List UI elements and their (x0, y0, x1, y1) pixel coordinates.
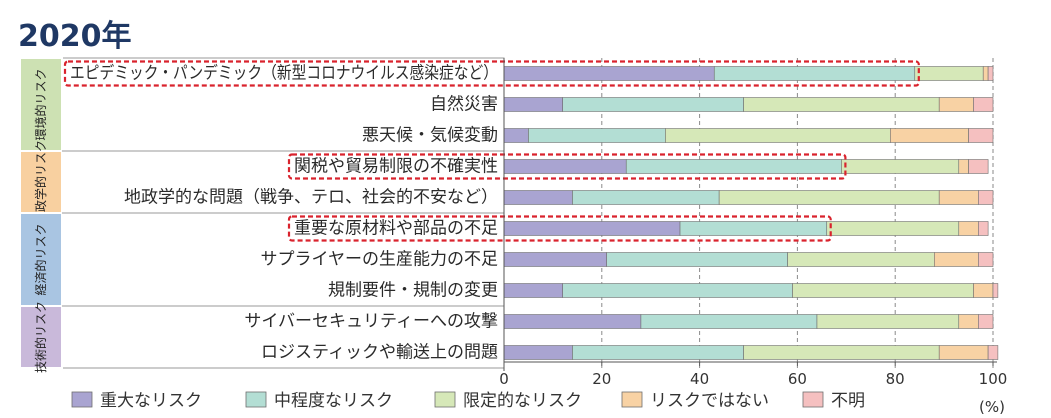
bar-1-0 (503, 97, 563, 112)
x-tick-label-3: 60 (788, 370, 807, 388)
bar-3-4 (968, 159, 989, 174)
highlight-boxes (63, 60, 920, 242)
legend-swatch-1 (245, 391, 267, 408)
group-label-1: 地政学的リスク (33, 140, 48, 224)
row-label-5: 重要な原材料や部品の不足 (294, 219, 498, 239)
bar-8-1 (640, 314, 818, 329)
row-label-6: サプライヤーの生産能力の不足 (261, 250, 499, 270)
group-label-3: 技術的リスク (33, 301, 48, 373)
bar-6-0 (503, 252, 607, 267)
bar-5-3 (958, 221, 979, 236)
legend-swatch-4 (802, 391, 824, 408)
bar-0-1 (713, 66, 916, 81)
row-label-9: ロジスティックや輸送上の問題 (261, 343, 498, 363)
bar-6-1 (606, 252, 788, 267)
bar-7-4 (992, 283, 999, 298)
group-band-1 (19, 150, 63, 214)
bar-1-3 (938, 97, 974, 112)
highlight-box-5 (287, 215, 832, 242)
highlight-box-3 (287, 153, 847, 180)
bar-4-2 (718, 190, 940, 205)
chart-title: 2020年 (18, 19, 132, 54)
bar-3-2 (841, 159, 960, 174)
row-label-1: 自然災害 (430, 95, 498, 115)
legend-label-0: 重大なリスク (100, 391, 202, 411)
bar-4-0 (503, 190, 573, 205)
highlight-box-0 (63, 60, 920, 87)
x-tick-label-2: 40 (690, 370, 709, 388)
bar-2-1 (528, 128, 666, 143)
x-tick-label-1: 20 (592, 370, 611, 388)
legend-label-1: 中程度なリスク (274, 391, 393, 411)
legend-swatch-0 (71, 391, 93, 408)
bar-3-3 (958, 159, 969, 174)
bar-2-4 (968, 128, 994, 143)
bar-4-3 (938, 190, 979, 205)
bar-5-2 (826, 221, 960, 236)
bar-2-2 (665, 128, 891, 143)
legend-swatch-3 (621, 391, 643, 408)
bars (503, 66, 999, 360)
bar-7-1 (562, 283, 793, 298)
group-label-2: 経済的リスク (33, 223, 48, 295)
row-label-0: エピデミック・パンデミック（新型コロナウイルス感染症など） (70, 63, 498, 84)
bar-8-2 (816, 314, 960, 329)
bar-3-1 (625, 159, 842, 174)
bar-9-2 (743, 345, 940, 360)
bar-4-1 (572, 190, 720, 205)
bar-7-0 (503, 283, 563, 298)
bar-0-2 (914, 66, 984, 81)
bar-9-4 (987, 345, 999, 360)
row-label-3: 関税や貿易制限の不確実性 (294, 157, 498, 177)
bar-4-4 (978, 190, 994, 205)
legend-label-2: 限定的なリスク (463, 391, 582, 411)
bar-9-3 (938, 345, 989, 360)
bar-3-0 (503, 159, 627, 174)
bar-8-3 (958, 314, 979, 329)
group-label-0: 環境的リスク (33, 68, 48, 140)
unit-label: (%) (979, 398, 1005, 416)
x-tick-label-0: 0 (499, 370, 509, 388)
row-labels: エピデミック・パンデミック（新型コロナウイルス感染症など） 自然災害悪天候・気候変… (70, 63, 498, 363)
bar-5-4 (978, 221, 989, 236)
bar-1-4 (973, 97, 994, 112)
bar-0-0 (503, 66, 715, 81)
legend-label-3: リスクではない (650, 391, 769, 411)
group-band-3 (19, 305, 63, 369)
x-tick-label-4: 80 (886, 370, 905, 388)
x-tick-label-5: 100 (979, 370, 1008, 388)
legend-label-4: 不明 (831, 391, 865, 411)
bar-5-1 (679, 221, 828, 236)
bar-8-4 (978, 314, 994, 329)
row-label-4: 地政学的な問題（戦争、テロ、社会的不安など） (124, 188, 498, 208)
bar-6-3 (934, 252, 979, 267)
row-label-2: 悪天候・気候変動 (362, 126, 498, 146)
bar-6-2 (787, 252, 935, 267)
legend: 重大なリスク 中程度なリスク 限定的なリスク リスクではない 不明 (%) (71, 391, 1005, 416)
row-label-7: 規制要件・規制の変更 (328, 281, 498, 301)
x-axis: 0 20 40 60 80 100 (499, 58, 1007, 388)
bar-0-3 (982, 66, 989, 81)
bar-1-1 (562, 97, 744, 112)
bar-8-0 (503, 314, 642, 329)
row-label-8: サイバーセキュリティーへの攻撃 (244, 312, 498, 332)
bar-9-0 (503, 345, 573, 360)
bar-1-2 (743, 97, 940, 112)
bar-2-3 (890, 128, 969, 143)
bar-5-0 (503, 221, 681, 236)
bar-0-4 (987, 66, 994, 81)
bar-7-3 (973, 283, 994, 298)
bar-7-2 (792, 283, 974, 298)
bar-2-0 (503, 128, 529, 143)
bar-9-1 (572, 345, 744, 360)
legend-swatch-2 (434, 391, 456, 408)
bar-6-4 (978, 252, 994, 267)
group-band-2 (19, 212, 63, 307)
